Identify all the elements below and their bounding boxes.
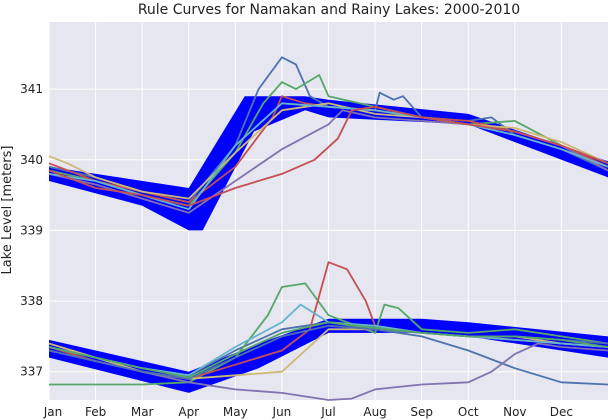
x-tick-label: Sep <box>410 405 433 419</box>
x-tick-label: Dec <box>550 405 573 419</box>
series-line <box>49 282 608 386</box>
chart-title: Rule Curves for Namakan and Rainy Lakes:… <box>138 2 520 18</box>
series-line <box>48 105 608 207</box>
x-tick-label: Jul <box>320 405 335 419</box>
series-line <box>48 102 608 200</box>
x-tick-label: Jun <box>272 405 292 419</box>
y-tick-label: 341 <box>20 82 43 96</box>
series-line <box>48 342 608 401</box>
lake-level-series <box>48 56 608 401</box>
x-tick-label: Feb <box>85 405 106 419</box>
series-line <box>48 321 608 379</box>
x-tick-label: Mar <box>131 405 154 419</box>
x-tick-label: Jan <box>43 405 63 419</box>
x-tick-label: May <box>223 405 248 419</box>
y-tick-label: 338 <box>20 294 43 308</box>
x-tick-label: Nov <box>503 405 526 419</box>
y-tick-label: 337 <box>20 365 43 379</box>
x-axis-ticks: Jan Feb Mar Apr May Jun Jul Aug Sep Oct Nov Dec <box>43 405 573 419</box>
series-line <box>48 95 608 204</box>
x-tick-label: Oct <box>458 405 479 419</box>
x-tick-label: Apr <box>178 405 199 419</box>
y-tick-label: 340 <box>20 153 43 167</box>
x-tick-label: Aug <box>363 405 386 419</box>
rule-curve-band <box>49 96 608 231</box>
y-axis-ticks: 337 338 339 340 341 <box>20 82 43 379</box>
y-axis-label: Lake Level [meters] <box>0 146 15 275</box>
y-tick-label: 339 <box>20 223 43 237</box>
